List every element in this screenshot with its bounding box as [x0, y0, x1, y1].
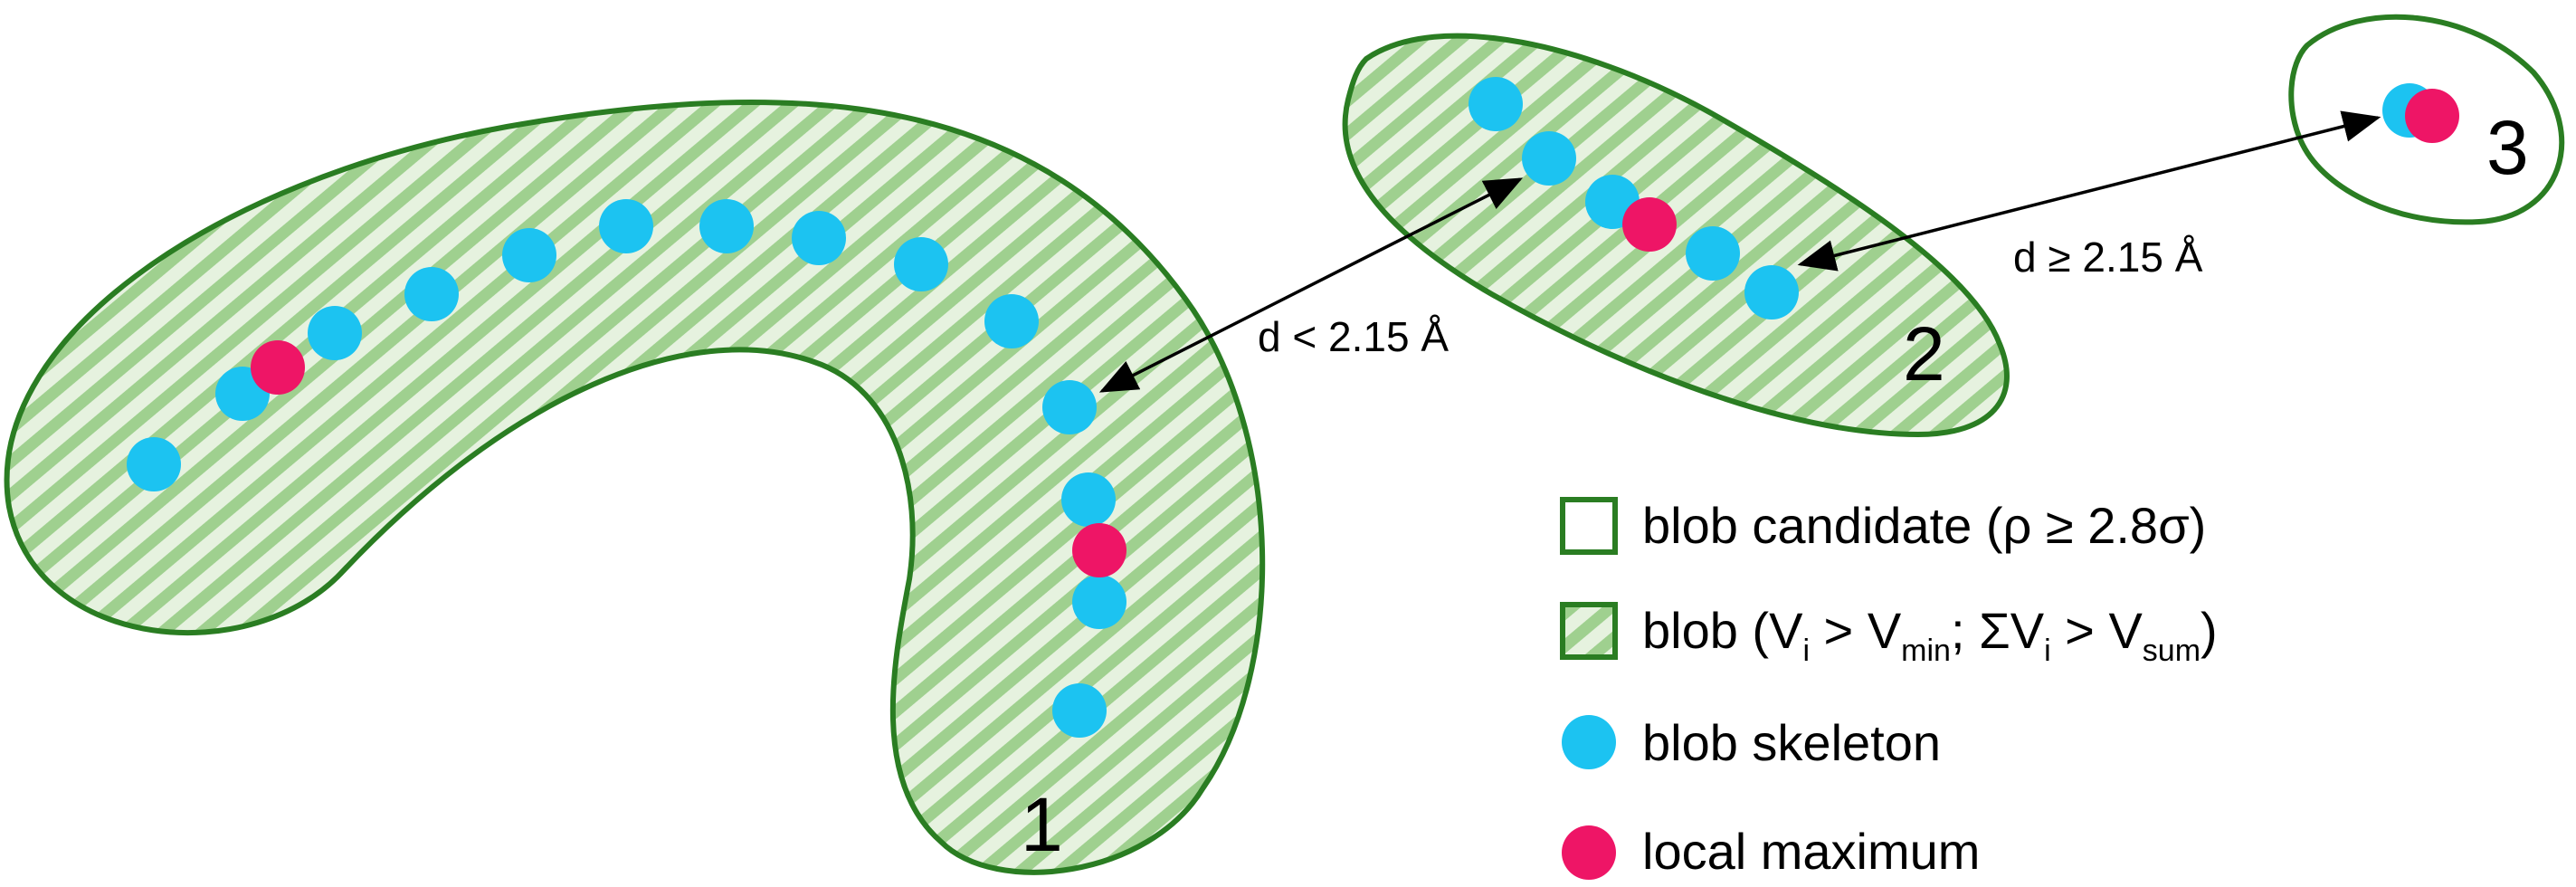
legend-blob-label: blob (Vi > Vmin; ΣVi > Vsum)	[1642, 602, 2218, 668]
skeleton-point	[1061, 472, 1116, 527]
skeleton-point	[404, 267, 459, 321]
outline-square-icon	[1560, 497, 1618, 555]
legend-blob-gt1: > V	[1810, 602, 1902, 659]
skeleton-point	[1072, 575, 1126, 629]
blob-1: 1	[4, 100, 1266, 875]
skeleton-point	[984, 294, 1039, 348]
legend-blob-sum: ; ΣV	[1951, 602, 2045, 659]
legend-blob-sub-sum: sum	[2143, 634, 2201, 668]
blob-2: 2	[1342, 33, 2010, 438]
legend-blob-gt2: > V	[2051, 602, 2143, 659]
skeleton-point	[1744, 265, 1799, 320]
skeleton-point	[502, 228, 556, 282]
legend-candidate-label: blob candidate (ρ ≥ 2.8σ)	[1642, 497, 2206, 554]
legend-blob-prefix: blob (V	[1642, 602, 1803, 659]
skeleton-dot-icon	[1562, 715, 1616, 769]
skeleton-point	[1469, 77, 1523, 131]
skeleton-point	[1042, 380, 1097, 434]
far-distance-label: d ≥ 2.15 Å	[2013, 234, 2203, 281]
skeleton-point	[894, 237, 948, 291]
near-distance-label: d < 2.15 Å	[1258, 313, 1449, 360]
skeleton-point	[699, 199, 754, 253]
far-distance-arrow	[1797, 110, 2381, 272]
local-maximum-point	[1622, 197, 1677, 252]
blob-3-label: 3	[2486, 105, 2529, 190]
points	[127, 77, 2459, 738]
blob-2-label: 2	[1903, 311, 1945, 396]
maximum-dot-icon	[1562, 825, 1616, 880]
blob-1-label: 1	[1021, 782, 1063, 867]
distance-arrows: d < 2.15 Å d ≥ 2.15 Å	[1098, 110, 2381, 393]
local-maximum-point	[251, 340, 305, 395]
legend-blob-close: )	[2201, 602, 2218, 659]
legend-skeleton-label: blob skeleton	[1642, 714, 1941, 771]
skeleton-point	[599, 199, 653, 253]
skeleton-point	[308, 306, 362, 360]
skeleton-point	[1052, 683, 1107, 738]
near-distance-arrow	[1098, 177, 1524, 393]
skeleton-point	[127, 437, 181, 491]
skeleton-point	[1686, 226, 1740, 281]
local-maximum-point	[1072, 523, 1126, 577]
legend-blob-sub-i2: i	[2044, 634, 2051, 668]
local-maximum-point	[2405, 89, 2459, 143]
legend-blob-sub-i1: i	[1802, 634, 1810, 668]
skeleton-point	[792, 211, 846, 265]
legend: blob candidate (ρ ≥ 2.8σ) blob (Vi > Vmi…	[1560, 497, 2218, 880]
blob-1-shape	[4, 100, 1266, 875]
skeleton-point	[1522, 131, 1576, 186]
legend-blob-sub-min: min	[1901, 634, 1951, 668]
hatched-square-icon	[1560, 602, 1618, 660]
legend-maximum-label: local maximum	[1642, 823, 1980, 880]
